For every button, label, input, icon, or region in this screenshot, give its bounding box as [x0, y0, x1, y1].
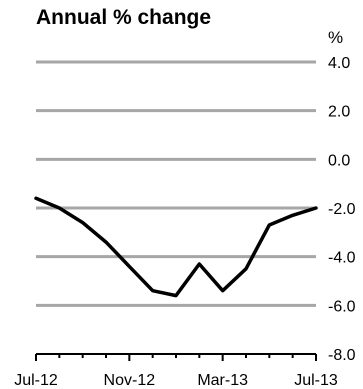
y-tick-label: 4.0: [328, 55, 350, 72]
series-line: [34, 196, 318, 298]
y-tick-label: -6.0: [328, 298, 356, 315]
x-tick-label: Jul-12: [14, 372, 58, 389]
x-tick-label: Mar-13: [197, 372, 248, 389]
x-tick-label: Nov-12: [104, 372, 156, 389]
y-tick-label: 0.0: [328, 152, 350, 169]
y-tick-label: -8.0: [328, 347, 356, 364]
x-tick-label: Jul-13: [294, 372, 338, 389]
y-tick-label: 2.0: [328, 104, 350, 121]
y-tick-label: -2.0: [328, 201, 356, 218]
y-tick-label: -4.0: [328, 250, 356, 267]
unit-label: %: [328, 28, 344, 47]
chart-title: Annual % change: [36, 6, 212, 29]
